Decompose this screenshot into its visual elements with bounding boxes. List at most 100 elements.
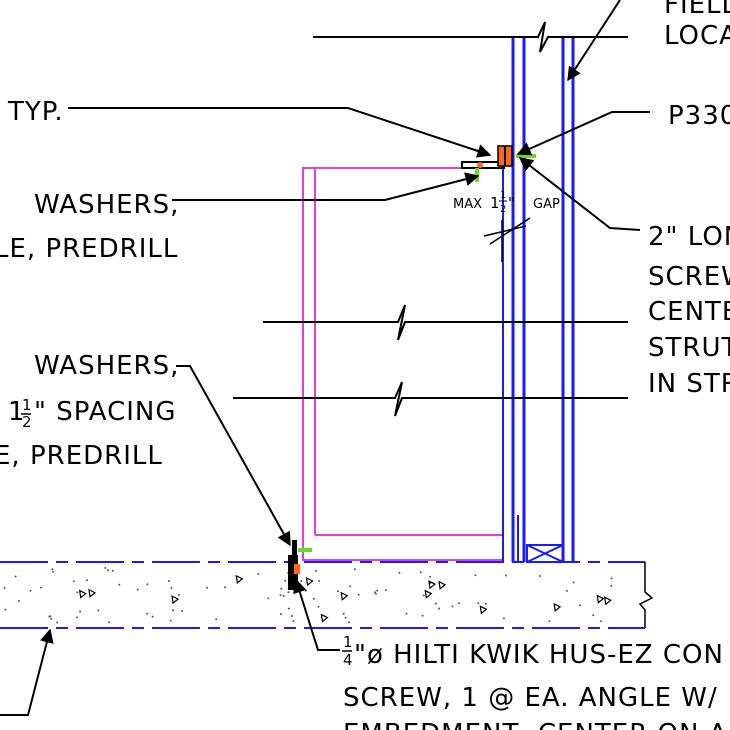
aggregate-triangle bbox=[305, 576, 314, 587]
concrete-dot bbox=[349, 585, 352, 588]
concrete-dot bbox=[592, 614, 595, 617]
concrete-dot bbox=[384, 589, 387, 592]
concrete-dot bbox=[419, 571, 422, 574]
concrete-dot bbox=[300, 580, 303, 582]
concrete-dot bbox=[72, 580, 75, 583]
concrete-dot bbox=[172, 609, 174, 612]
blue-studs bbox=[502, 38, 575, 563]
fraction-bars bbox=[21, 200, 507, 652]
concrete-dot bbox=[405, 612, 408, 615]
note-typ: TYP. bbox=[7, 97, 64, 127]
concrete-dot bbox=[279, 594, 282, 597]
gap-dimension-tick bbox=[483, 217, 531, 262]
concrete-dot bbox=[477, 602, 480, 605]
aggregate-triangle bbox=[603, 596, 612, 606]
concrete-dot bbox=[347, 621, 350, 624]
concrete-dot bbox=[376, 589, 379, 592]
concrete-dot bbox=[451, 605, 454, 608]
concrete-dot bbox=[168, 580, 170, 582]
concrete-dot bbox=[279, 613, 282, 616]
concrete-dot bbox=[566, 589, 568, 592]
concrete-dot bbox=[572, 581, 575, 584]
note-screw-1: 2" LON bbox=[648, 222, 730, 252]
concrete-dot bbox=[375, 592, 377, 595]
note-p330: P330 bbox=[668, 101, 730, 131]
note-screw-4: STRUT bbox=[648, 333, 730, 363]
note-screw-5: IN STR bbox=[648, 369, 730, 399]
concrete-dot bbox=[398, 571, 401, 574]
concrete-dot bbox=[538, 575, 541, 577]
concrete-dot bbox=[86, 579, 88, 582]
concrete-dot bbox=[50, 617, 52, 620]
concrete-dot bbox=[315, 569, 318, 572]
note-hilti-1: "ø HILTI KWIK HUS-EZ CON bbox=[354, 640, 724, 670]
spacing-num: 1 bbox=[22, 396, 32, 414]
concrete-dot bbox=[434, 602, 437, 605]
concrete-dot bbox=[548, 620, 551, 623]
concrete-dot bbox=[304, 589, 307, 592]
concrete-dot bbox=[14, 575, 17, 578]
concrete-dot bbox=[118, 583, 121, 586]
concrete-dot bbox=[438, 607, 440, 610]
concrete-dot bbox=[29, 589, 32, 592]
concrete-dot bbox=[317, 605, 320, 608]
concrete-dot bbox=[170, 586, 173, 589]
bottom-clip bbox=[288, 540, 312, 590]
concrete-dot bbox=[48, 615, 51, 618]
note-predrill-bottom: E, PREDRILL bbox=[0, 441, 163, 471]
concrete-dot bbox=[318, 579, 321, 582]
aggregate-triangle bbox=[78, 589, 87, 599]
concrete-dot bbox=[600, 620, 602, 623]
concrete-dot bbox=[267, 597, 270, 600]
gap-label: GAP bbox=[533, 197, 560, 212]
concrete-dot bbox=[51, 568, 54, 571]
concrete-dot bbox=[4, 608, 7, 611]
concrete-dot bbox=[474, 574, 477, 577]
concrete-dot bbox=[40, 586, 42, 589]
concrete-dot bbox=[284, 579, 287, 582]
gap-quote: " bbox=[508, 194, 515, 212]
concrete-dot bbox=[344, 616, 347, 619]
magenta-framing bbox=[302, 167, 504, 561]
note-predrill-top: LE, PREDRILL bbox=[0, 234, 178, 264]
aggregate-triangle bbox=[596, 594, 605, 604]
concrete-dot bbox=[429, 575, 432, 578]
note-hilti-2: SCREW, 1 @ EA. ANGLE W/ bbox=[343, 683, 718, 713]
note-location: LOCA bbox=[664, 21, 730, 51]
concrete-dot bbox=[76, 591, 79, 594]
concrete-dot bbox=[215, 618, 218, 621]
concrete-dot bbox=[56, 621, 59, 624]
note-washers-bottom: WASHERS, bbox=[34, 351, 179, 381]
concrete-dot bbox=[337, 590, 339, 593]
note-hilti-3: EMBEDMENT, CENTER ON AN bbox=[343, 719, 730, 730]
concrete-dot bbox=[224, 586, 227, 589]
spacing-whole: 1 bbox=[8, 397, 26, 427]
concrete-dot bbox=[3, 586, 6, 589]
concrete-slab bbox=[0, 561, 654, 629]
concrete-dot bbox=[146, 583, 149, 586]
note-washers-top: WASHERS, bbox=[34, 190, 179, 220]
concrete-dot bbox=[421, 614, 424, 617]
aggregate-triangle bbox=[428, 580, 437, 590]
concrete-dot bbox=[422, 594, 425, 597]
concrete-dot bbox=[579, 604, 582, 607]
concrete-dot bbox=[610, 577, 613, 580]
concrete-dot bbox=[181, 610, 183, 612]
aggregate-triangle bbox=[553, 602, 562, 612]
concrete-dot bbox=[484, 602, 487, 605]
aggregate-triangle bbox=[88, 588, 97, 598]
concrete-dot bbox=[457, 602, 460, 605]
concrete-dot bbox=[282, 594, 285, 597]
gap-den: 2 bbox=[500, 204, 506, 215]
concrete-dot bbox=[312, 597, 315, 600]
hilti-num: 1 bbox=[343, 633, 353, 651]
aggregate-triangle bbox=[171, 595, 180, 605]
concrete-dot bbox=[292, 620, 295, 623]
concrete-dot bbox=[104, 567, 107, 569]
concrete-dot bbox=[107, 569, 109, 572]
concrete-dot bbox=[146, 612, 149, 615]
gap-whole: 1 bbox=[490, 194, 500, 212]
concrete-dot bbox=[257, 573, 260, 575]
